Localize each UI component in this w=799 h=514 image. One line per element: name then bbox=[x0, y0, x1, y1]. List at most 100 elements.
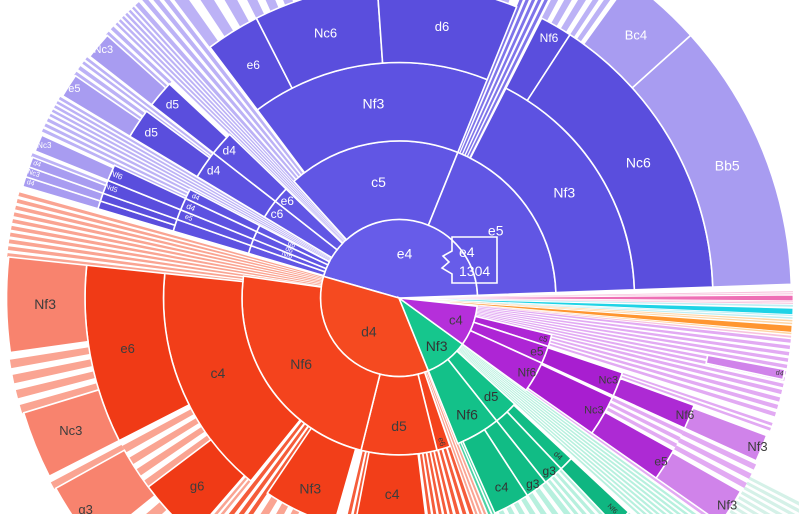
stripe-red[interactable] bbox=[204, 502, 289, 514]
wedge-blue-d4[interactable] bbox=[184, 188, 261, 233]
stripe-green[interactable] bbox=[459, 442, 491, 514]
stripe-red[interactable] bbox=[439, 449, 505, 514]
stripe-blue[interactable] bbox=[256, 0, 294, 6]
stripe-blue[interactable] bbox=[457, 0, 550, 153]
stripe-blue[interactable] bbox=[85, 57, 213, 156]
stripe-green[interactable] bbox=[506, 505, 585, 514]
stripe-blue[interactable] bbox=[200, 0, 250, 27]
stripe-red[interactable] bbox=[19, 383, 99, 414]
stripe-red[interactable] bbox=[148, 479, 251, 514]
stripe-red[interactable] bbox=[425, 371, 534, 514]
stripe-magenta[interactable] bbox=[476, 310, 789, 362]
stripe-blue[interactable] bbox=[106, 31, 168, 88]
stripe-blue[interactable] bbox=[122, 16, 345, 243]
stripe-magenta[interactable] bbox=[476, 308, 790, 356]
stripe-mint[interactable] bbox=[740, 491, 799, 514]
wedge-red-g6[interactable] bbox=[147, 438, 246, 514]
stripe-blue[interactable] bbox=[181, 0, 234, 37]
stripe-mint[interactable] bbox=[746, 481, 799, 514]
stripe-red[interactable] bbox=[128, 418, 200, 465]
stripe-red[interactable] bbox=[15, 205, 323, 281]
stripe-mint[interactable] bbox=[743, 486, 799, 514]
stripe-blue[interactable] bbox=[125, 12, 345, 242]
stripe-magenta[interactable] bbox=[674, 445, 747, 488]
stripe-blue[interactable] bbox=[128, 9, 346, 241]
stripe-red[interactable] bbox=[155, 421, 304, 514]
stripe-green[interactable] bbox=[513, 501, 598, 514]
stripe-red[interactable] bbox=[18, 192, 324, 278]
stripe-blue[interactable] bbox=[41, 128, 187, 199]
stripe-blue[interactable] bbox=[560, 0, 609, 32]
stripe-cyan[interactable] bbox=[399, 298, 793, 307]
stripe-red[interactable] bbox=[335, 451, 369, 514]
wedge-blue-Bb5[interactable] bbox=[631, 34, 793, 288]
stripe-red[interactable] bbox=[143, 476, 248, 514]
stripe-magenta[interactable] bbox=[611, 397, 684, 435]
stripe-blue[interactable] bbox=[220, 0, 265, 19]
stripe-blue[interactable] bbox=[135, 2, 296, 182]
stripe-blue[interactable] bbox=[56, 101, 332, 260]
stripe-pink[interactable] bbox=[399, 298, 794, 302]
stripe-red[interactable] bbox=[427, 452, 475, 514]
stripe-magenta[interactable] bbox=[606, 407, 678, 448]
wedge-red-Nc3[interactable] bbox=[22, 388, 121, 478]
stripe-green[interactable] bbox=[459, 348, 702, 514]
stripe-mint[interactable] bbox=[729, 509, 787, 514]
wedge-magenta-Nf3[interactable] bbox=[655, 451, 742, 514]
stripe-red[interactable] bbox=[13, 212, 323, 282]
wedge-red-Nf3[interactable] bbox=[266, 427, 357, 514]
stripe-blue[interactable] bbox=[54, 105, 331, 261]
stripe-green[interactable] bbox=[498, 509, 573, 514]
stripe-pink[interactable] bbox=[399, 298, 794, 304]
stripe-red[interactable] bbox=[164, 424, 308, 514]
stripe-magenta[interactable] bbox=[620, 375, 771, 431]
stripe-red[interactable] bbox=[443, 447, 516, 514]
stripe-red[interactable] bbox=[50, 444, 125, 489]
stripe-blue[interactable] bbox=[78, 66, 146, 116]
wedge-fan-cyan[interactable] bbox=[398, 297, 794, 315]
stripe-magenta[interactable] bbox=[477, 306, 791, 343]
stripe-red[interactable] bbox=[136, 426, 205, 476]
stripe-red[interactable] bbox=[174, 426, 312, 514]
stripe-green[interactable] bbox=[461, 344, 715, 514]
stripe-red[interactable] bbox=[186, 496, 278, 514]
stripe-red[interactable] bbox=[16, 199, 323, 279]
wedge-magenta-Nc3[interactable] bbox=[526, 363, 614, 435]
stripe-green[interactable] bbox=[458, 348, 700, 514]
stripe-blue[interactable] bbox=[132, 6, 347, 241]
stripe-magenta[interactable] bbox=[621, 372, 773, 426]
wedge-fan-pink[interactable] bbox=[398, 294, 794, 302]
stripe-mint[interactable] bbox=[738, 496, 797, 514]
stripe-green[interactable] bbox=[457, 349, 696, 514]
stripe-green[interactable] bbox=[520, 497, 610, 514]
stripe-red[interactable] bbox=[12, 219, 323, 283]
wedge-blue-d6[interactable] bbox=[377, 0, 518, 81]
stripe-blue[interactable] bbox=[465, 0, 569, 157]
stripe-red[interactable] bbox=[434, 450, 494, 514]
stripe-green[interactable] bbox=[459, 347, 706, 514]
wedge-red-Nf3[interactable] bbox=[5, 256, 90, 354]
stripe-blue[interactable] bbox=[576, 0, 627, 42]
wedge-blue-Nc3[interactable] bbox=[34, 134, 115, 182]
stripe-red[interactable] bbox=[99, 501, 167, 514]
stripe-red[interactable] bbox=[423, 452, 467, 514]
stripe-magenta[interactable] bbox=[608, 402, 681, 441]
stripe-magenta[interactable] bbox=[550, 337, 781, 402]
wedge-blue-e5[interactable] bbox=[61, 74, 142, 138]
stripe-red[interactable] bbox=[222, 508, 300, 514]
stripe-orange[interactable] bbox=[399, 298, 793, 322]
stripe-blue[interactable] bbox=[46, 118, 190, 193]
wedge-red-c4[interactable] bbox=[354, 451, 428, 514]
stripe-blue[interactable] bbox=[570, 0, 618, 38]
stripe-mint[interactable] bbox=[735, 500, 793, 514]
stripe-red[interactable] bbox=[7, 253, 244, 282]
wedge-blue-d4[interactable] bbox=[27, 156, 107, 195]
stripe-blue[interactable] bbox=[58, 96, 332, 259]
stripe-blue[interactable] bbox=[551, 0, 596, 27]
stripe-green[interactable] bbox=[460, 346, 708, 514]
stripe-blue[interactable] bbox=[31, 153, 107, 186]
stripe-red[interactable] bbox=[8, 239, 322, 288]
stripe-blue[interactable] bbox=[162, 0, 219, 48]
stripe-green[interactable] bbox=[555, 472, 664, 514]
stripe-magenta[interactable] bbox=[551, 334, 783, 395]
